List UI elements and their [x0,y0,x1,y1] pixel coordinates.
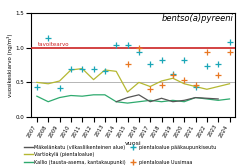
Point [80,67,84,70]
Point [148,63,152,66]
Point [182,78,186,81]
Point [114,44,118,46]
Point [205,51,209,53]
Point [58,87,61,89]
Point [216,63,220,66]
Point [126,44,129,46]
Point [126,63,129,66]
Text: tavoitearvo: tavoitearvo [38,42,70,47]
Point [148,88,152,91]
Point [160,59,163,62]
Point [69,67,73,70]
Point [35,85,39,88]
Point [137,47,141,49]
Point [137,51,141,53]
Point [216,74,220,77]
Point [171,74,175,77]
Point [194,84,198,87]
Point [228,51,231,53]
Point [171,73,175,75]
Point [103,70,107,73]
X-axis label: vuosi: vuosi [125,141,142,146]
Point [182,59,186,62]
Point [92,67,96,70]
Point [205,64,209,67]
Point [46,37,50,40]
Point [228,41,231,44]
Legend: Mäkelänkatu (vilkasliikenteinen alue), Vartiokylä (pientaloalue), Kallio (tausta: Mäkelänkatu (vilkasliikenteinen alue), V… [24,145,216,164]
Point [160,84,163,87]
Point [194,85,198,88]
Text: bentso(a)pyreeni: bentso(a)pyreeni [161,14,233,23]
Y-axis label: vuosikeskiarvo (ng/m³): vuosikeskiarvo (ng/m³) [7,33,13,97]
